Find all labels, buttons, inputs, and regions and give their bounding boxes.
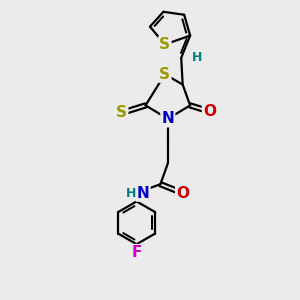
Text: S: S (159, 67, 170, 82)
Text: S: S (116, 105, 127, 120)
Text: N: N (161, 111, 174, 126)
Text: O: O (203, 104, 216, 119)
Text: H: H (126, 187, 136, 200)
Text: H: H (192, 51, 203, 64)
Text: N: N (137, 186, 149, 201)
Text: O: O (176, 186, 189, 201)
Text: F: F (131, 245, 142, 260)
Text: S: S (159, 37, 170, 52)
